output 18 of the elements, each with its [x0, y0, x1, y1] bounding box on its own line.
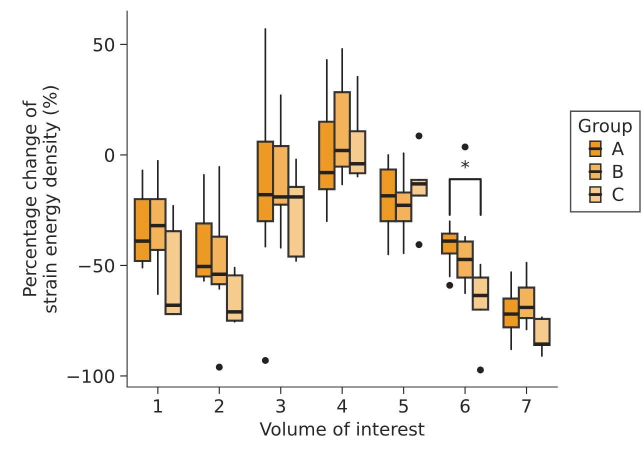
x-tick-label: 4: [337, 399, 347, 413]
x-tick-label: 7: [522, 399, 531, 413]
legend-label: C: [612, 187, 624, 202]
legend-title: Group: [578, 118, 632, 136]
x-tick-label: 2: [214, 399, 224, 413]
x-tick-label: 5: [399, 399, 408, 413]
legend-label: B: [613, 164, 623, 178]
y-axis-title: Percentage change of strain energy density (%): [22, 86, 60, 313]
y-tick-label: 0: [105, 148, 114, 162]
y-tick-label: −100: [68, 369, 114, 384]
x-tick-label: 6: [460, 399, 470, 413]
x-axis-title: Volume of interest: [260, 422, 424, 436]
y-tick-label: −50: [79, 258, 114, 273]
legend-label: A: [612, 142, 624, 156]
y-tick-label: 50: [94, 38, 114, 52]
annotation: *: [461, 160, 470, 168]
x-tick-label: 1: [154, 399, 162, 413]
x-tick-label: 3: [276, 399, 286, 413]
